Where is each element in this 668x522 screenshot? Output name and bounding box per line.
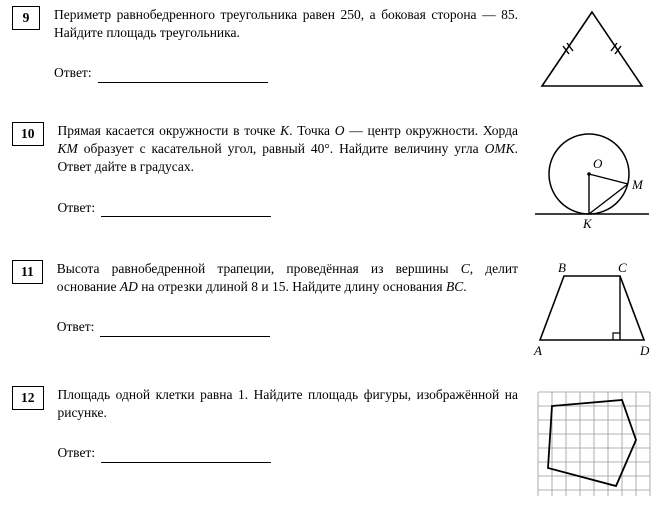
problem-number-box: 12 bbox=[12, 386, 44, 410]
problem-text: Прямая касается окружности в точке K. То… bbox=[58, 122, 519, 177]
problem-body: Высота равнобедренной трапеции, проведён… bbox=[57, 260, 528, 337]
label-A: A bbox=[533, 343, 542, 358]
problem-text: Площадь одной клетки равна 1. Найдите пл… bbox=[58, 386, 519, 422]
answer-row: Ответ: bbox=[54, 64, 518, 82]
problem-body: Площадь одной клетки равна 1. Найдите пл… bbox=[58, 386, 529, 463]
problem-number: 11 bbox=[21, 264, 34, 279]
figure-trapezoid: A D B C bbox=[528, 260, 656, 360]
answer-blank[interactable] bbox=[101, 202, 271, 217]
figure-triangle bbox=[528, 6, 656, 96]
figure-polygon bbox=[528, 386, 656, 498]
answer-label: Ответ: bbox=[54, 64, 92, 82]
problem-body: Прямая касается окружности в точке K. То… bbox=[58, 122, 529, 217]
answer-label: Ответ: bbox=[57, 318, 95, 336]
figure-circle: O M K bbox=[528, 122, 656, 234]
answer-label: Ответ: bbox=[58, 199, 96, 217]
problem-number-box: 11 bbox=[12, 260, 43, 284]
label-O: O bbox=[593, 156, 603, 171]
problem-text: Периметр равнобедренного треугольника ра… bbox=[54, 6, 518, 42]
problem-9: 9 Периметр равнобедренного треугольника … bbox=[12, 6, 656, 96]
problem-11: 11 Высота равнобедренной трапеции, прове… bbox=[12, 260, 656, 360]
problem-12: 12 Площадь одной клетки равна 1. Найдите… bbox=[12, 386, 656, 498]
answer-label: Ответ: bbox=[58, 444, 96, 462]
answer-row: Ответ: bbox=[57, 318, 518, 336]
answer-row: Ответ: bbox=[58, 444, 519, 462]
problem-10: 10 Прямая касается окружности в точке K.… bbox=[12, 122, 656, 234]
label-D: D bbox=[639, 343, 650, 358]
label-C: C bbox=[618, 260, 627, 275]
label-K: K bbox=[582, 216, 593, 231]
problem-number: 9 bbox=[23, 10, 30, 25]
problem-text: Высота равнобедренной трапеции, проведён… bbox=[57, 260, 518, 296]
label-B: B bbox=[558, 260, 566, 275]
label-M: M bbox=[631, 177, 644, 192]
problem-number: 10 bbox=[21, 126, 35, 141]
problem-number-box: 9 bbox=[12, 6, 40, 30]
problem-body: Периметр равнобедренного треугольника ра… bbox=[54, 6, 528, 83]
problem-number-box: 10 bbox=[12, 122, 44, 146]
answer-row: Ответ: bbox=[58, 199, 519, 217]
answer-blank[interactable] bbox=[100, 322, 270, 337]
problem-number: 12 bbox=[21, 390, 35, 405]
answer-blank[interactable] bbox=[98, 68, 268, 83]
answer-blank[interactable] bbox=[101, 448, 271, 463]
